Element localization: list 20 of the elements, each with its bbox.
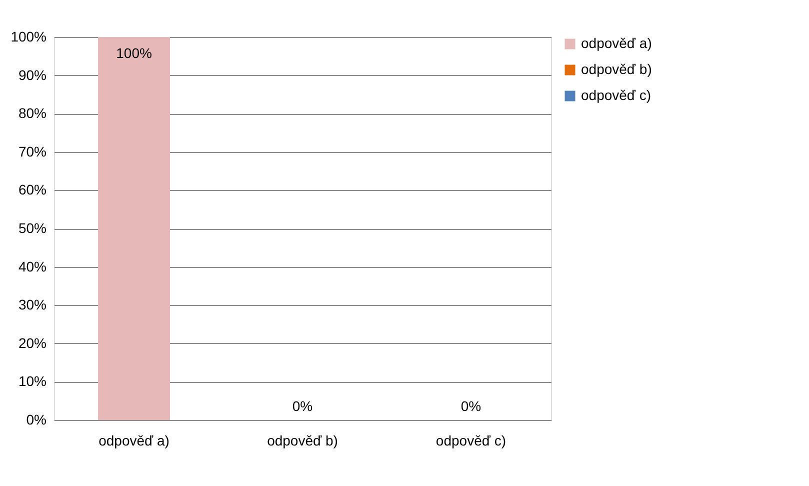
y-tick-label: 100% xyxy=(10,28,46,44)
y-tick-label: 0% xyxy=(26,412,46,428)
data-label: 100% xyxy=(116,45,152,61)
x-tick-label: odpověď a) xyxy=(98,432,170,448)
y-tick-label: 40% xyxy=(18,258,46,274)
y-tick-label: 60% xyxy=(18,182,46,198)
y-tick-label: 50% xyxy=(18,220,46,236)
x-tick-label: odpověď c) xyxy=(436,432,506,448)
y-tick-label: 90% xyxy=(18,66,46,83)
x-tick-label: odpověď b) xyxy=(267,432,338,448)
legend-label: odpověď b) xyxy=(581,61,652,77)
y-tick-label: 20% xyxy=(18,334,46,351)
y-tick-label: 30% xyxy=(18,296,46,313)
legend-label: odpověď a) xyxy=(581,35,652,51)
y-tick-label: 80% xyxy=(18,105,46,122)
data-label: 0% xyxy=(460,398,482,414)
y-tick-label: 10% xyxy=(18,373,46,390)
data-label: 0% xyxy=(292,398,313,414)
y-tick-label: 70% xyxy=(18,143,46,160)
legend-label: odpověď c) xyxy=(581,87,652,103)
